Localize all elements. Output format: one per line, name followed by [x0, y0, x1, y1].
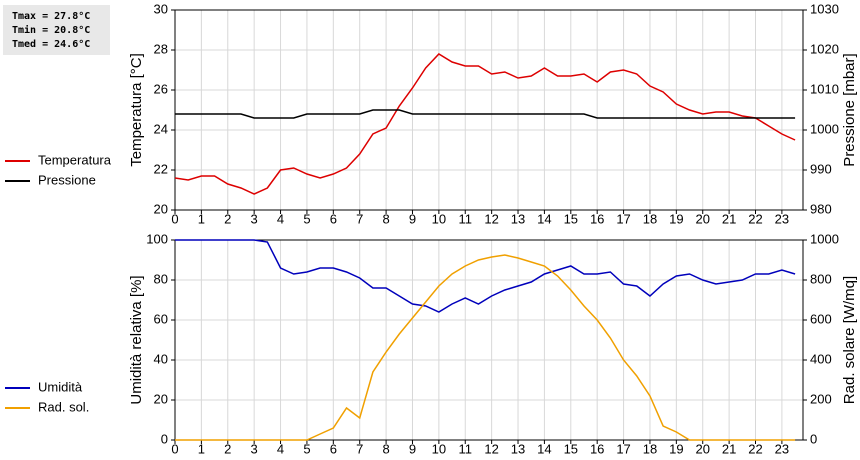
y-tick-label: 20	[154, 391, 168, 406]
stats-box	[3, 5, 110, 55]
y2-tick-label: 1030	[810, 1, 839, 16]
y-tick-label: 26	[154, 81, 168, 96]
x-tick-label: 17	[616, 211, 630, 226]
x-tick-label: 20	[695, 441, 709, 456]
y-tick-label: 60	[154, 311, 168, 326]
x-tick-label: 23	[775, 211, 789, 226]
x-tick-label: 12	[484, 211, 498, 226]
y-tick-label: 0	[161, 431, 168, 446]
y-tick-label: 30	[154, 1, 168, 16]
x-tick-label: 8	[382, 211, 389, 226]
x-tick-label: 15	[564, 441, 578, 456]
y2-axis-title: Rad. solare [W/mq]	[841, 276, 858, 404]
stats-text: Tmax = 27.8°C	[12, 11, 90, 22]
y2-tick-label: 800	[810, 271, 832, 286]
legend-label: Pressione	[38, 172, 96, 187]
series-line	[174, 53, 796, 195]
x-tick-label: 22	[748, 211, 762, 226]
x-tick-label: 5	[303, 211, 310, 226]
y-tick-label: 28	[154, 41, 168, 56]
x-tick-label: 6	[330, 211, 337, 226]
x-tick-label: 4	[277, 211, 284, 226]
y2-tick-label: 1020	[810, 41, 839, 56]
x-tick-label: 9	[409, 211, 416, 226]
x-tick-label: 21	[722, 441, 736, 456]
legend-label: Umidità	[38, 379, 83, 394]
plot-frame	[174, 239, 804, 441]
x-tick-label: 10	[432, 211, 446, 226]
x-tick-label: 11	[459, 211, 473, 226]
y2-tick-label: 400	[810, 351, 832, 366]
x-tick-label: 16	[590, 441, 604, 456]
x-tick-label: 8	[382, 441, 389, 456]
y2-tick-label: 990	[810, 161, 832, 176]
x-tick-label: 14	[537, 441, 551, 456]
y2-axis-title: Pressione [mbar]	[841, 53, 858, 166]
y2-tick-label: 1000	[810, 121, 839, 136]
x-tick-label: 20	[695, 211, 709, 226]
x-tick-label: 4	[277, 441, 284, 456]
x-tick-label: 1	[198, 441, 205, 456]
x-tick-label: 1	[198, 211, 205, 226]
x-tick-label: 19	[669, 441, 683, 456]
x-tick-label: 3	[251, 441, 258, 456]
x-tick-label: 11	[459, 441, 473, 456]
y-axis-title: Umidità relativa [%]	[128, 275, 145, 404]
x-tick-label: 0	[171, 211, 178, 226]
x-tick-label: 19	[669, 211, 683, 226]
y-axis-title: Temperatura [°C]	[128, 53, 145, 167]
x-tick-label: 2	[224, 441, 231, 456]
x-tick-label: 5	[303, 441, 310, 456]
y-tick-label: 40	[154, 351, 168, 366]
stats-text: Tmed = 24.6°C	[12, 39, 90, 50]
x-tick-label: 12	[484, 441, 498, 456]
plot-frame	[174, 9, 804, 211]
x-tick-label: 18	[643, 211, 657, 226]
y-tick-label: 20	[154, 201, 168, 216]
series-line	[175, 239, 796, 313]
series-line	[175, 109, 796, 119]
y2-tick-label: 0	[810, 431, 817, 446]
x-tick-label: 14	[537, 211, 551, 226]
x-tick-label: 17	[616, 441, 630, 456]
x-tick-label: 10	[432, 441, 446, 456]
y2-tick-label: 1010	[810, 81, 839, 96]
x-tick-label: 23	[775, 441, 789, 456]
x-tick-label: 9	[409, 441, 416, 456]
y2-tick-label: 980	[810, 201, 832, 216]
x-tick-label: 13	[511, 441, 525, 456]
y2-tick-label: 1000	[810, 231, 839, 246]
x-tick-label: 16	[590, 211, 604, 226]
x-tick-label: 13	[511, 211, 525, 226]
x-tick-label: 6	[330, 441, 337, 456]
y-tick-label: 24	[154, 121, 168, 136]
y-tick-label: 22	[154, 161, 168, 176]
x-tick-label: 21	[722, 211, 736, 226]
y-tick-label: 80	[154, 271, 168, 286]
x-tick-label: 18	[643, 441, 657, 456]
series-line	[175, 254, 796, 441]
y-tick-label: 100	[146, 231, 168, 246]
x-tick-label: 7	[356, 441, 363, 456]
x-tick-label: 2	[224, 211, 231, 226]
y2-tick-label: 600	[810, 311, 832, 326]
legend-label: Rad. sol.	[38, 399, 89, 414]
x-tick-label: 15	[564, 211, 578, 226]
legend-label: Temperatura	[38, 152, 112, 167]
x-tick-label: 0	[171, 441, 178, 456]
stats-text: Tmin = 20.8°C	[12, 24, 90, 36]
y2-tick-label: 200	[810, 391, 832, 406]
x-tick-label: 3	[251, 211, 258, 226]
x-tick-label: 22	[748, 441, 762, 456]
x-tick-label: 7	[356, 211, 363, 226]
